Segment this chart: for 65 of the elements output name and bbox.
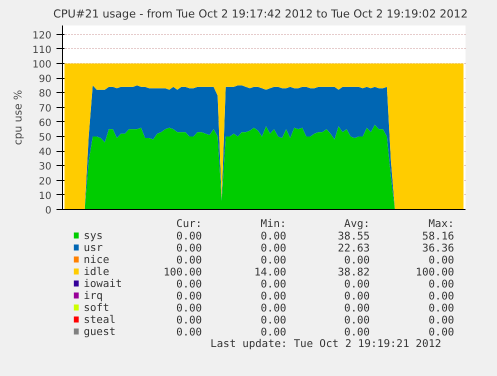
y-tick-label: 100 <box>32 59 52 70</box>
y-tick-label: 90 <box>38 74 52 86</box>
text: Avg: <box>344 217 370 230</box>
text: 0.00 <box>428 278 454 290</box>
y-tick-label: 50 <box>38 132 52 144</box>
text: 58.16 <box>422 230 454 242</box>
text: Min: <box>260 217 286 230</box>
y-tick-label: 80 <box>38 88 52 100</box>
y-tick-label: 10 <box>38 190 52 202</box>
y-tick-label: 20 <box>38 176 52 188</box>
text: 0.00 <box>344 254 370 266</box>
text: 100.00 <box>416 266 454 278</box>
y-tick-label: 70 <box>38 103 52 114</box>
text: 0.00 <box>260 326 286 338</box>
y-tick-label: 60 <box>38 118 52 129</box>
text: 0.00 <box>176 290 202 302</box>
legend-label: nice <box>84 253 110 266</box>
text: Max: <box>428 217 454 230</box>
text: 0.00 <box>176 326 202 338</box>
text: 36.36 <box>422 242 454 254</box>
text: 0.00 <box>428 314 454 326</box>
y-tick-label: 0 <box>45 206 52 216</box>
y-tick-label: 40 <box>38 147 52 158</box>
text: 0.00 <box>176 314 202 326</box>
legend-label: guest <box>84 325 116 338</box>
text: 0.00 <box>428 302 454 314</box>
legend-label: sys <box>84 229 103 242</box>
y-tick-label: 110 <box>32 44 52 56</box>
text: 0.00 <box>260 314 286 326</box>
legend-label: soft <box>84 301 110 314</box>
text: 22.63 <box>338 242 370 254</box>
text: 0.00 <box>260 230 286 242</box>
legend-label: irq <box>84 289 103 302</box>
text: 100.00 <box>163 266 202 278</box>
legend-label: iowait <box>84 277 122 290</box>
text: 14.00 <box>254 266 286 278</box>
y-tick-label: 30 <box>38 162 52 173</box>
text: 0.00 <box>428 290 454 302</box>
text: 0.00 <box>260 302 286 314</box>
text: 0.00 <box>344 290 370 302</box>
text: 0.00 <box>260 254 286 266</box>
text: 0.00 <box>428 326 454 338</box>
text: 0.00 <box>176 278 202 290</box>
text: 0.00 <box>176 242 202 254</box>
text: Cur: <box>176 217 202 230</box>
chart-title: CPU#21 usage - from Tue Oct 2 19:17:42 2012 to Tue Oct 2 19:19:02 2012 <box>53 8 468 20</box>
legend-label: steal <box>84 313 116 326</box>
text: 0.00 <box>344 314 370 326</box>
text: 0.00 <box>260 278 286 290</box>
text: 0.00 <box>344 278 370 290</box>
text: 0.00 <box>344 326 370 338</box>
text: 0.00 <box>176 302 202 314</box>
text: 0.00 <box>176 254 202 266</box>
text: Last update: Tue Oct 2 19:19:21 2012 <box>210 337 442 350</box>
text: 0.00 <box>428 254 454 266</box>
text: 0.00 <box>260 290 286 302</box>
legend-label: usr <box>84 241 104 254</box>
legend-label: idle <box>84 265 110 278</box>
y-axis-title: cpu use % <box>11 90 24 146</box>
text: 0.00 <box>260 242 286 254</box>
y-tick-label: 120 <box>32 30 52 42</box>
text: 38.82 <box>338 266 370 278</box>
text: 0.00 <box>176 230 202 242</box>
text: 38.55 <box>338 230 370 242</box>
text: 0.00 <box>344 302 370 314</box>
